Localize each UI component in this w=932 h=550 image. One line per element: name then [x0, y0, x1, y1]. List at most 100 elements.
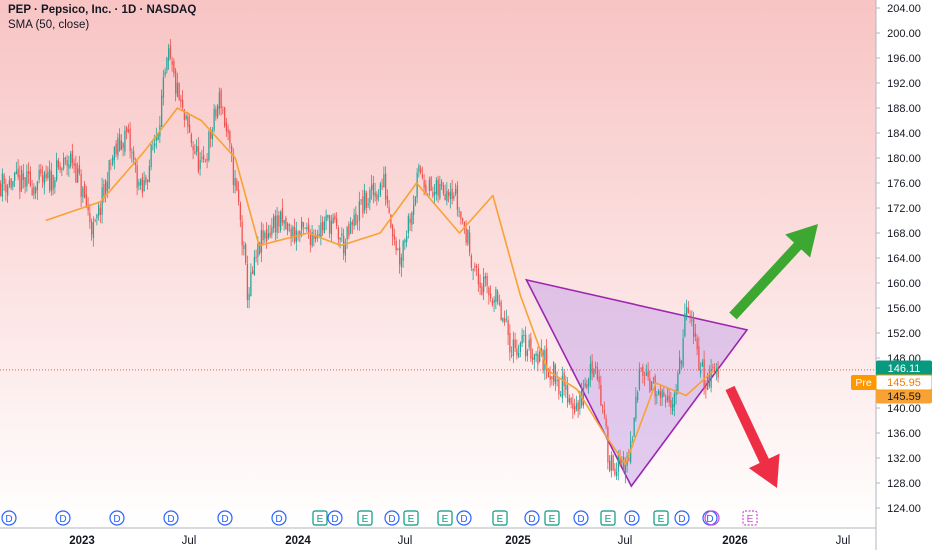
- earnings-event-marker[interactable]: E: [653, 510, 669, 526]
- candle: [288, 223, 291, 233]
- candle: [572, 393, 574, 419]
- candle: [561, 366, 564, 403]
- candle-body: [294, 227, 296, 242]
- candle: [47, 166, 49, 181]
- candle-body: [143, 180, 145, 192]
- candle-body: [561, 375, 564, 398]
- candle-body: [658, 390, 660, 395]
- dividend-event-marker[interactable]: D: [327, 510, 343, 526]
- candle-body: [40, 168, 42, 174]
- candle-body: [98, 204, 100, 216]
- candle: [404, 238, 406, 250]
- candle: [45, 165, 47, 182]
- dividend-event-marker[interactable]: D: [109, 510, 125, 526]
- candle-body: [476, 265, 478, 268]
- candle-body: [306, 227, 308, 230]
- dividend-event-marker[interactable]: D: [573, 510, 589, 526]
- event-marker-box: [600, 510, 616, 526]
- candle: [168, 43, 170, 70]
- dividend-event-marker[interactable]: D: [163, 510, 179, 526]
- candle-body: [456, 185, 459, 210]
- candle-body: [70, 153, 72, 167]
- candle: [211, 126, 214, 147]
- candle: [308, 217, 310, 239]
- candle-body: [42, 175, 44, 183]
- candle-body: [250, 272, 252, 297]
- candle-body: [644, 377, 646, 379]
- dividend-event-marker[interactable]: D: [674, 510, 690, 526]
- event-marker-circle: [55, 510, 71, 526]
- candle-body: [631, 438, 634, 440]
- candle-body: [115, 143, 117, 154]
- dividend-event-marker[interactable]: D: [55, 510, 71, 526]
- candle-body: [637, 392, 639, 401]
- candle-body: [85, 194, 88, 208]
- candle: [462, 217, 464, 225]
- candle-body: [262, 230, 264, 241]
- earnings-event-marker[interactable]: E: [544, 510, 560, 526]
- premarket-tag-text: Pre: [855, 377, 872, 389]
- candle-body: [276, 215, 278, 233]
- dividend-event-marker[interactable]: D: [1, 510, 17, 526]
- up-arrow-drawing[interactable]: [729, 224, 818, 320]
- dividend-event-marker[interactable]: D: [217, 510, 233, 526]
- candle-body: [595, 365, 597, 368]
- earnings-event-marker[interactable]: E: [600, 510, 616, 526]
- event-marker-box: [437, 510, 453, 526]
- dividend-event-marker[interactable]: D: [271, 510, 287, 526]
- dividend-event-marker[interactable]: D: [384, 510, 400, 526]
- candle: [381, 178, 383, 191]
- candle-body: [514, 339, 516, 349]
- candle: [94, 218, 96, 223]
- candle-body: [477, 268, 480, 285]
- sma-50-line: [45, 107, 715, 466]
- event-marker-letter: D: [706, 514, 713, 525]
- candle: [486, 272, 488, 294]
- candle-body: [687, 308, 690, 313]
- candle: [407, 213, 410, 239]
- candle-body: [642, 366, 644, 376]
- candle: [43, 170, 46, 195]
- candle: [575, 395, 578, 412]
- earnings-event-marker[interactable]: E: [437, 510, 453, 526]
- candle: [658, 389, 660, 396]
- earnings-event-marker[interactable]: E: [312, 510, 328, 526]
- earnings-event-marker[interactable]: E: [742, 510, 758, 526]
- down-arrow-drawing[interactable]: [725, 385, 780, 488]
- symmetrical-triangle-drawing[interactable]: [524, 278, 749, 488]
- candle-body: [423, 180, 425, 188]
- candle-body: [29, 171, 32, 185]
- candle: [63, 152, 65, 171]
- candle-body: [593, 369, 595, 378]
- candle-body: [253, 256, 256, 276]
- candle: [467, 229, 469, 247]
- dividend-event-marker[interactable]: D: [456, 510, 472, 526]
- candle-body: [467, 229, 469, 244]
- dividend-event-marker[interactable]: D: [624, 510, 640, 526]
- candle-body: [542, 350, 544, 371]
- candle-body: [243, 245, 245, 250]
- earnings-event-marker[interactable]: E: [492, 510, 508, 526]
- candle-body: [596, 367, 599, 380]
- candle-body: [397, 248, 399, 250]
- candle-body: [652, 378, 655, 380]
- candle-body: [714, 370, 716, 372]
- candle: [31, 180, 33, 196]
- candle-body: [110, 163, 112, 165]
- candle-body: [393, 234, 396, 240]
- earnings-event-marker[interactable]: E: [403, 510, 419, 526]
- candle-body: [82, 187, 84, 198]
- candle: [115, 139, 117, 158]
- candle-body: [575, 403, 578, 410]
- candle-body: [689, 315, 691, 318]
- earnings-event-marker[interactable]: E: [357, 510, 373, 526]
- dividend-event-marker[interactable]: D: [524, 510, 540, 526]
- event-marker-letter: D: [221, 514, 228, 525]
- event-marker-box: [492, 510, 508, 526]
- split-event-marker[interactable]: [704, 510, 720, 526]
- candle-body: [679, 357, 681, 374]
- candle-body: [17, 168, 19, 178]
- candle-body: [666, 396, 669, 400]
- candle: [409, 213, 411, 232]
